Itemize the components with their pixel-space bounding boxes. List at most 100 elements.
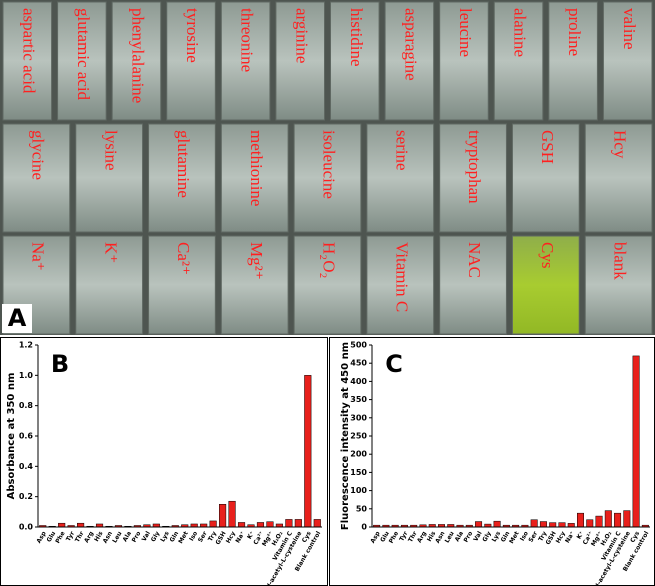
- x-tick-label: Gly: [150, 530, 162, 543]
- cuvette-label: H₂O₂: [320, 242, 339, 278]
- panel-label: C: [385, 350, 403, 378]
- x-tick-label: Try: [207, 530, 218, 543]
- x-tick-label: Tyr: [65, 530, 76, 542]
- bar: [77, 522, 85, 528]
- x-tick-label: K⁺: [246, 530, 256, 540]
- cuvette: [602, 1, 653, 121]
- bar: [313, 519, 321, 528]
- y-axis-title: Absorbance at 350 nm: [6, 373, 17, 500]
- cuvette-label: glutamine: [174, 130, 193, 198]
- cuvette-label: leucine: [456, 8, 475, 57]
- x-tick-label: Ala: [122, 530, 133, 543]
- cuvette: [148, 123, 216, 233]
- y-tick-label: 400: [350, 377, 367, 386]
- y-tick-label: 200: [350, 450, 367, 459]
- x-tick-label: Gly: [481, 530, 493, 543]
- bar: [614, 512, 622, 528]
- bar: [58, 522, 66, 528]
- x-tick-label: Lys: [491, 530, 503, 543]
- panel-label-box: [2, 304, 32, 333]
- bar: [558, 522, 566, 528]
- cuvette-label: tryptophan: [465, 130, 484, 204]
- x-tick-label: Gln: [169, 530, 181, 543]
- x-tick-label: Iso: [188, 530, 199, 542]
- cuvettes: aspartic acid glutamic acid phenylalanine t…: [2, 1, 653, 335]
- x-tick-label: Val: [141, 530, 152, 543]
- bar: [237, 522, 246, 528]
- x-tick-label: Thr: [407, 530, 419, 543]
- y-tick-label: 250: [350, 432, 367, 441]
- cuvette: [75, 235, 144, 335]
- bar: [567, 523, 575, 528]
- cuvette-label: Ca²⁺: [174, 242, 193, 275]
- cuvette-label: valine: [620, 8, 639, 50]
- bar: [475, 521, 483, 528]
- cuvette: [548, 1, 598, 121]
- bar: [294, 519, 302, 528]
- x-tick-label: Try: [537, 530, 548, 543]
- x-tick-label: Pro: [463, 530, 475, 543]
- x-tick-label: Ser: [197, 530, 209, 543]
- x-tick-label: Lys: [159, 530, 171, 543]
- cuvette-label: blank: [611, 242, 630, 280]
- bar: [266, 521, 274, 528]
- cuvette: [439, 1, 489, 121]
- cuvette-label: NAC: [465, 242, 484, 278]
- x-tick-label: Ala: [454, 530, 465, 543]
- bar: [209, 520, 217, 528]
- cuvette-label: Hcy: [611, 130, 630, 159]
- bar: [228, 500, 236, 528]
- bar: [530, 519, 538, 528]
- bar: [219, 504, 227, 528]
- cuvette: [275, 1, 325, 121]
- x-tick-label: His: [426, 530, 438, 543]
- cuvette: [220, 123, 289, 233]
- cuvette-label: serine: [392, 130, 411, 171]
- x-tick-label: Val: [472, 530, 483, 543]
- y-tick-label: 0.0: [19, 523, 34, 532]
- bar: [549, 522, 557, 528]
- y-tick-label: 0: [361, 523, 367, 532]
- bar: [493, 520, 501, 528]
- cuvette-label: isoleucine: [320, 130, 339, 199]
- cuvette-label: aspartic acid: [19, 8, 38, 94]
- cuvette: [75, 123, 144, 233]
- cuvette-label: threonine: [238, 8, 257, 72]
- cuvette-label: glycine: [28, 130, 47, 180]
- cuvette: [220, 235, 289, 335]
- cuvette: [166, 1, 216, 121]
- y-tick-label: 1.2: [19, 341, 33, 350]
- cuvette: [148, 235, 216, 335]
- cuvette: [511, 123, 580, 233]
- x-tick-label: Tyr: [398, 530, 409, 542]
- bar: [539, 521, 547, 528]
- y-tick-label: 100: [350, 486, 367, 495]
- cuvette-label: Na⁺: [28, 242, 47, 271]
- panel-label: B: [51, 350, 69, 378]
- panel-label: A: [8, 304, 27, 332]
- y-axis-title: Fluorescence intensity at 450 nm: [340, 342, 351, 530]
- cuvette: [2, 1, 53, 121]
- bar: [256, 522, 265, 528]
- cuvette: [293, 123, 362, 233]
- cuvette-label: Cys: [538, 242, 557, 268]
- cuvette-label: tyrosine: [183, 8, 202, 63]
- x-tick-label: K⁺: [576, 530, 586, 540]
- x-tick-label: Gln: [500, 530, 512, 543]
- cuvette: [293, 235, 362, 335]
- cuvette: [493, 1, 544, 121]
- cuvette-label: Vitamin C: [392, 242, 411, 312]
- y-tick-label: 500: [350, 341, 367, 350]
- x-tick-label: Glu: [46, 530, 58, 543]
- cuvette-label: histidine: [347, 8, 366, 67]
- x-tick-label: Thr: [74, 530, 86, 543]
- y-tick-label: 150: [350, 468, 367, 477]
- x-tick-label: Glu: [379, 530, 391, 543]
- y-tick-label: 1.0: [19, 371, 34, 380]
- cuvette: [384, 1, 435, 121]
- cuvette-label: arginine: [292, 8, 311, 63]
- y-tick-label: 50: [356, 504, 368, 513]
- cuvette: [111, 1, 162, 121]
- x-tick-label: Na⁺: [234, 530, 246, 544]
- cuvette-label: methionine: [247, 130, 266, 206]
